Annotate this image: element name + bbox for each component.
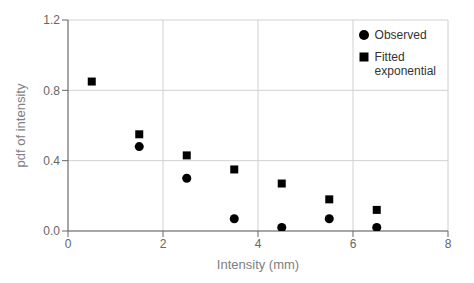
svg-text:0.0: 0.0: [43, 224, 60, 238]
svg-text:pdf of intensity: pdf of intensity: [13, 83, 28, 167]
svg-text:0.4: 0.4: [43, 154, 60, 168]
svg-text:0: 0: [65, 237, 72, 251]
svg-text:0.8: 0.8: [43, 84, 60, 98]
html-text:exponential: exponential: [374, 64, 436, 78]
svg-text:1.2: 1.2: [43, 13, 60, 27]
svg-text:2: 2: [160, 237, 167, 251]
html-text:Observed: Observed: [374, 28, 427, 42]
svg-text:Intensity (mm): Intensity (mm): [217, 257, 299, 272]
html-text:Fitted: Fitted: [374, 50, 405, 64]
svg-text:4: 4: [255, 237, 262, 251]
svg-text:8: 8: [445, 237, 452, 251]
svg-text:6: 6: [350, 237, 357, 251]
